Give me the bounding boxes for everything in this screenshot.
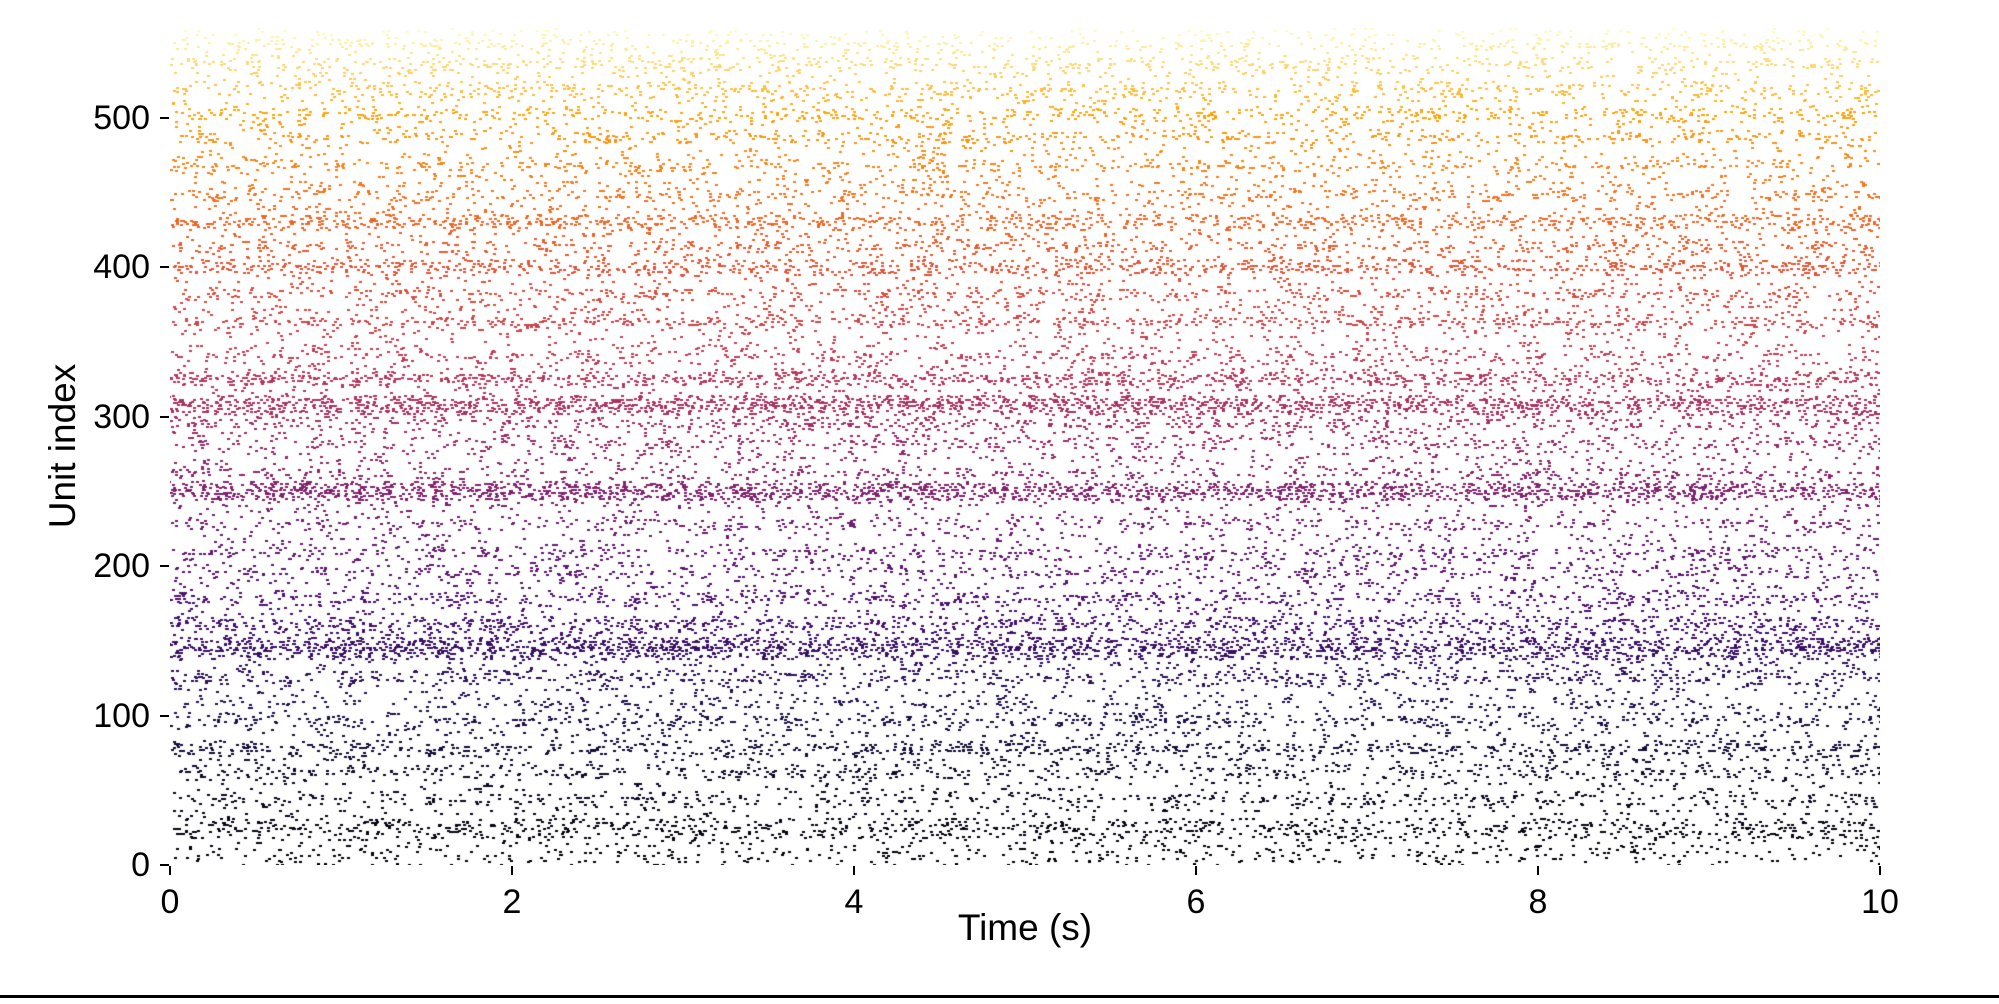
- y-tick-mark: [160, 266, 169, 269]
- y-tick-label: 300: [93, 397, 150, 436]
- y-tick-label: 500: [93, 98, 150, 137]
- x-tick-label: 2: [502, 883, 522, 921]
- x-tick-label: 8: [1528, 883, 1548, 921]
- figure-bottom-rule: [0, 995, 1999, 998]
- x-tick-label: 0: [160, 883, 180, 921]
- plot-area: [170, 28, 1880, 865]
- y-tick-label: 100: [93, 696, 150, 735]
- x-tick-label: 4: [844, 883, 864, 921]
- x-tick-mark: [169, 866, 171, 875]
- x-tick-mark: [511, 866, 513, 875]
- y-tick-mark: [160, 415, 169, 418]
- x-tick-mark: [853, 866, 855, 875]
- y-axis-label: Unit index: [42, 363, 83, 529]
- y-tick-mark: [160, 116, 169, 119]
- x-tick-mark: [1879, 866, 1881, 875]
- y-tick-label: 0: [131, 846, 150, 884]
- x-tick-mark: [1537, 866, 1539, 875]
- y-tick-mark: [160, 714, 169, 717]
- x-tick-mark: [1195, 866, 1197, 875]
- y-tick-mark: [160, 565, 169, 568]
- x-tick-label: 10: [1861, 883, 1899, 921]
- y-tick-label: 200: [93, 547, 150, 586]
- x-tick-label: 6: [1186, 883, 1206, 921]
- x-axis-label: Time (s): [957, 907, 1093, 948]
- y-tick-mark: [160, 864, 169, 866]
- y-tick-label: 400: [93, 248, 150, 287]
- raster-scatter-canvas: [170, 28, 1880, 865]
